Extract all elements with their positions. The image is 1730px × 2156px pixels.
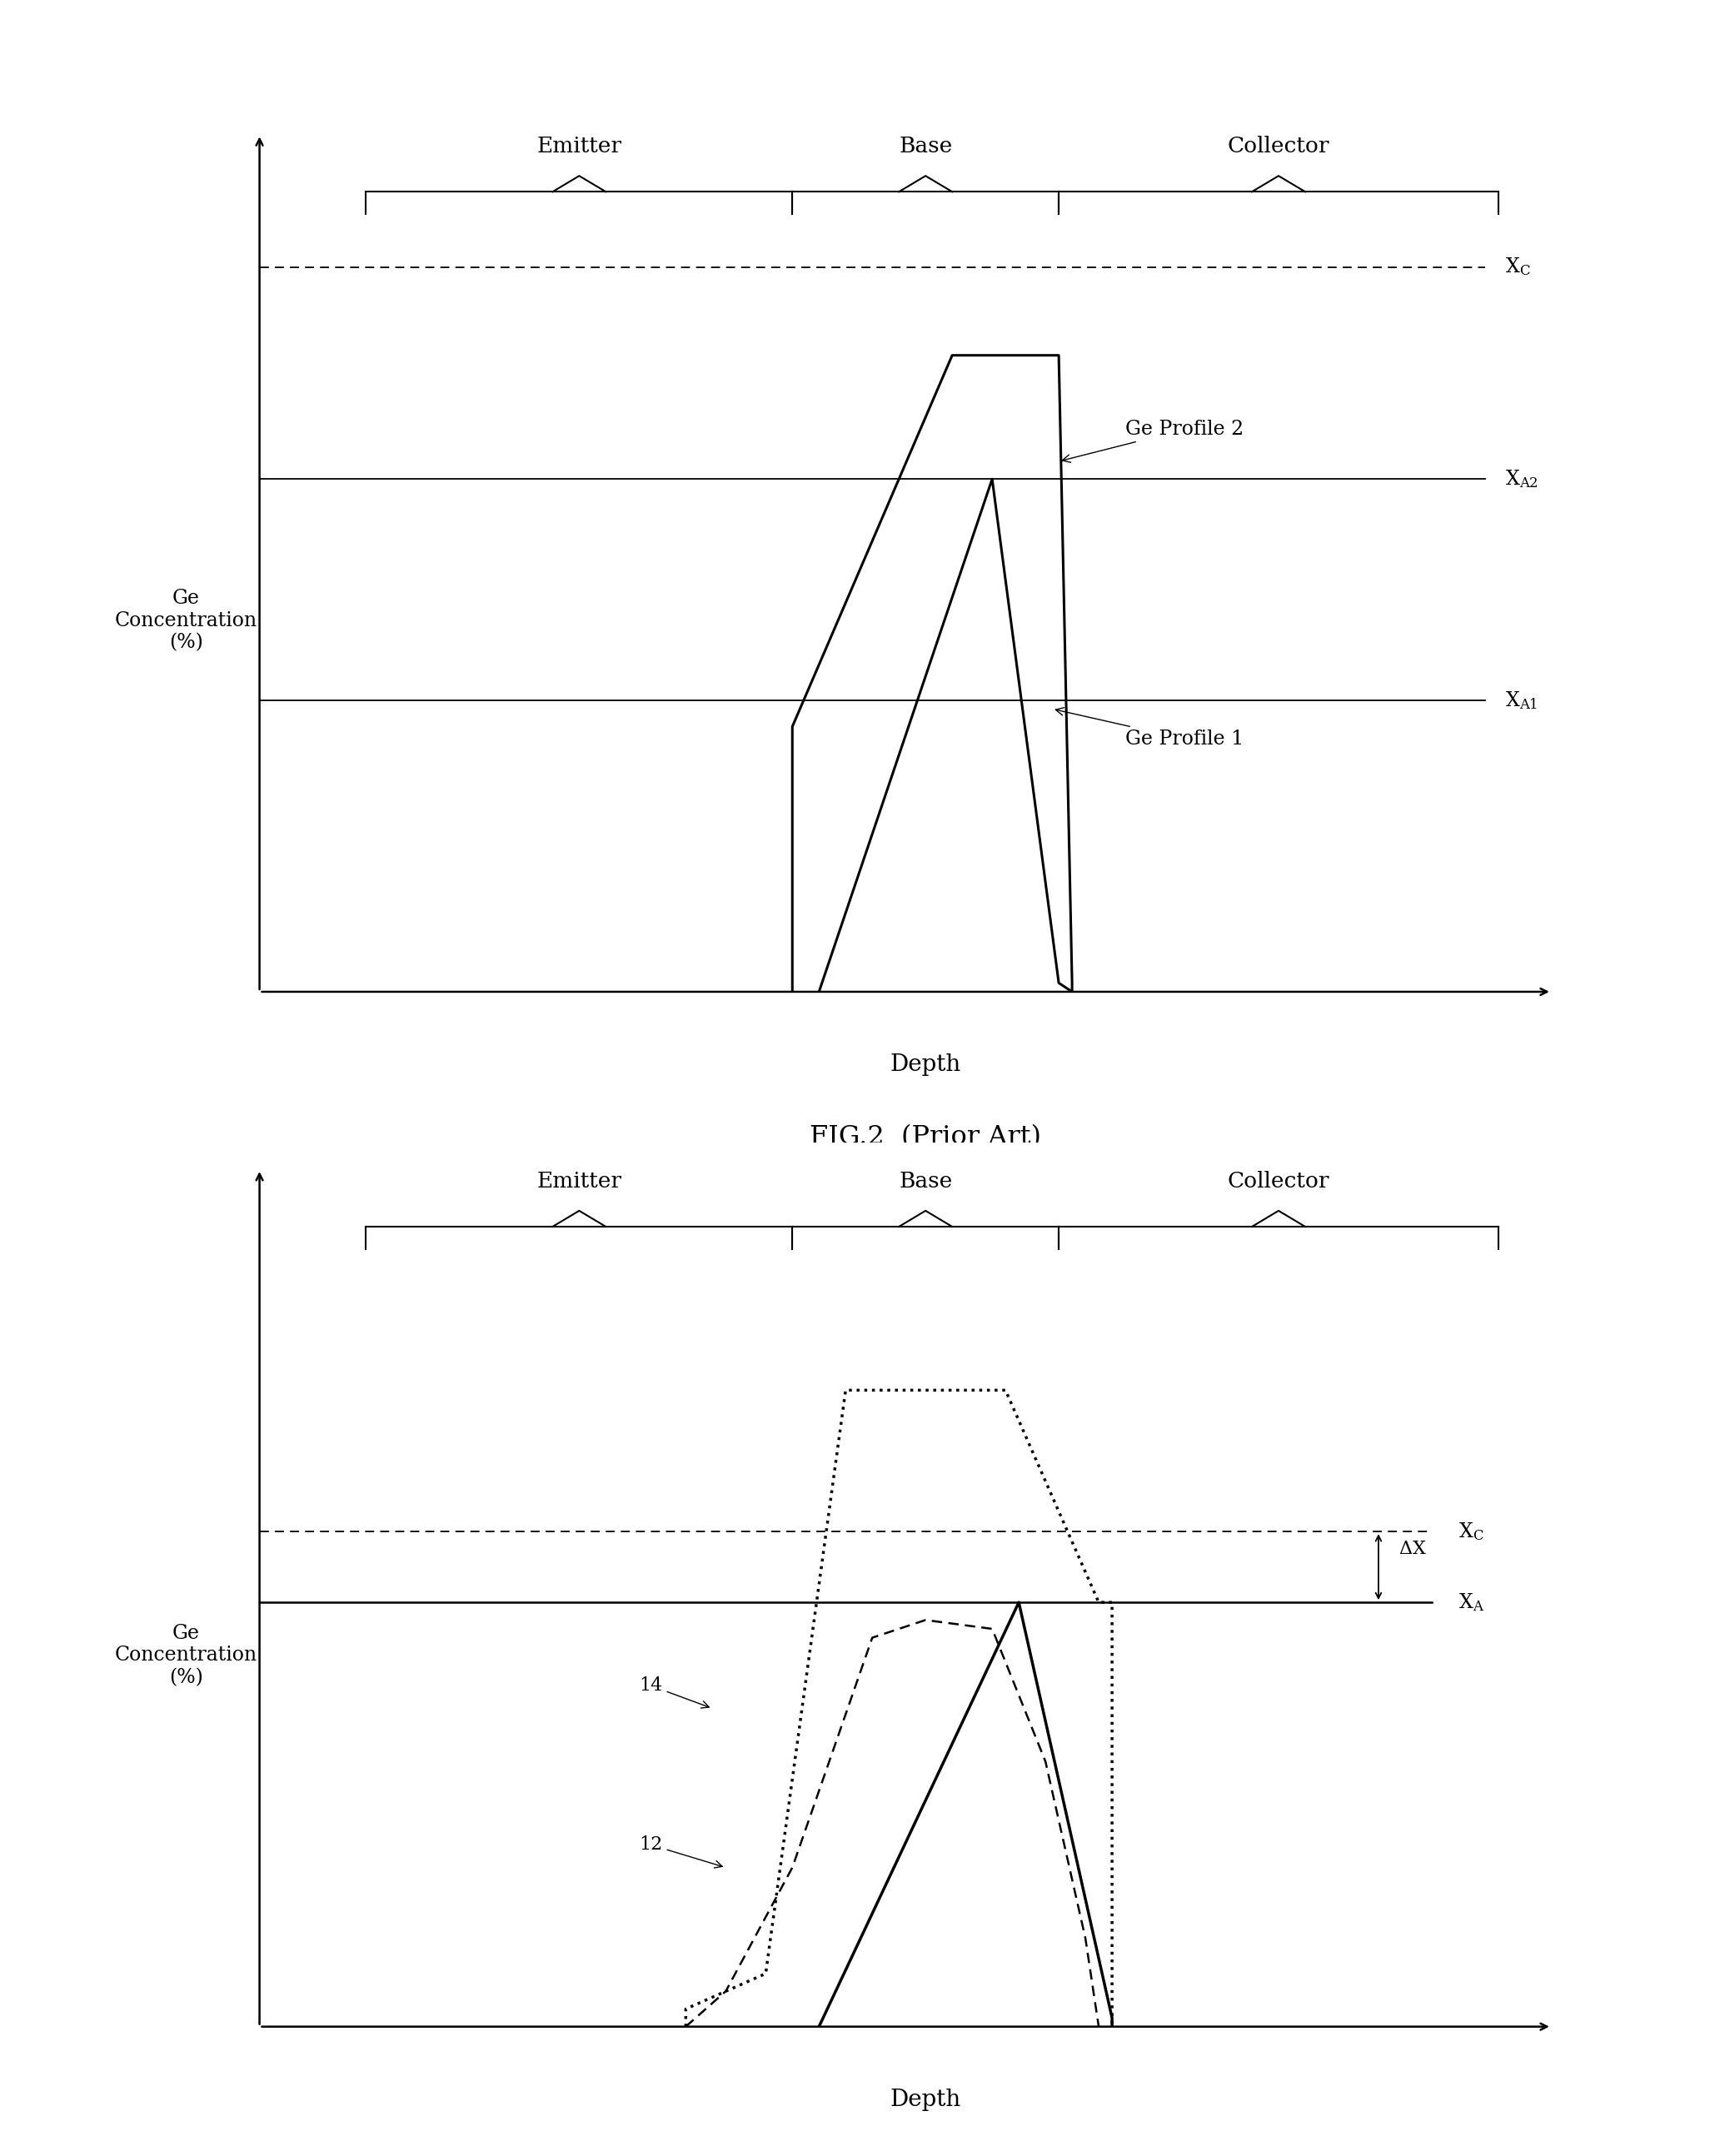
Text: Depth: Depth [889, 1054, 962, 1076]
Text: 14: 14 [638, 1677, 709, 1708]
Text: Collector: Collector [1228, 1171, 1330, 1192]
Text: Base: Base [900, 1171, 952, 1192]
Text: Collector: Collector [1228, 136, 1330, 157]
Text: Base: Base [900, 136, 952, 157]
Text: Ge
Concentration
(%): Ge Concentration (%) [114, 589, 258, 653]
Text: FIG.2  (Prior Art): FIG.2 (Prior Art) [810, 1123, 1041, 1149]
Text: $\mathregular{\Delta X}$: $\mathregular{\Delta X}$ [1398, 1539, 1427, 1559]
Text: $\mathregular{X_C}$: $\mathregular{X_C}$ [1505, 257, 1531, 278]
Text: $\mathregular{X_{A1}}$: $\mathregular{X_{A1}}$ [1505, 690, 1538, 711]
Text: $\mathregular{X_C}$: $\mathregular{X_C}$ [1458, 1520, 1484, 1542]
Text: Emitter: Emitter [536, 1171, 621, 1192]
Text: Ge
Concentration
(%): Ge Concentration (%) [114, 1623, 258, 1688]
Text: Ge Profile 1: Ge Profile 1 [1055, 707, 1244, 748]
Text: 12: 12 [638, 1835, 723, 1867]
Text: $\mathregular{X_{A2}}$: $\mathregular{X_{A2}}$ [1505, 468, 1538, 489]
Text: Depth: Depth [889, 2089, 962, 2111]
Text: Emitter: Emitter [536, 136, 621, 157]
Text: $\mathregular{X_A}$: $\mathregular{X_A}$ [1458, 1591, 1484, 1613]
Text: Ge Profile 2: Ge Profile 2 [1062, 420, 1244, 461]
